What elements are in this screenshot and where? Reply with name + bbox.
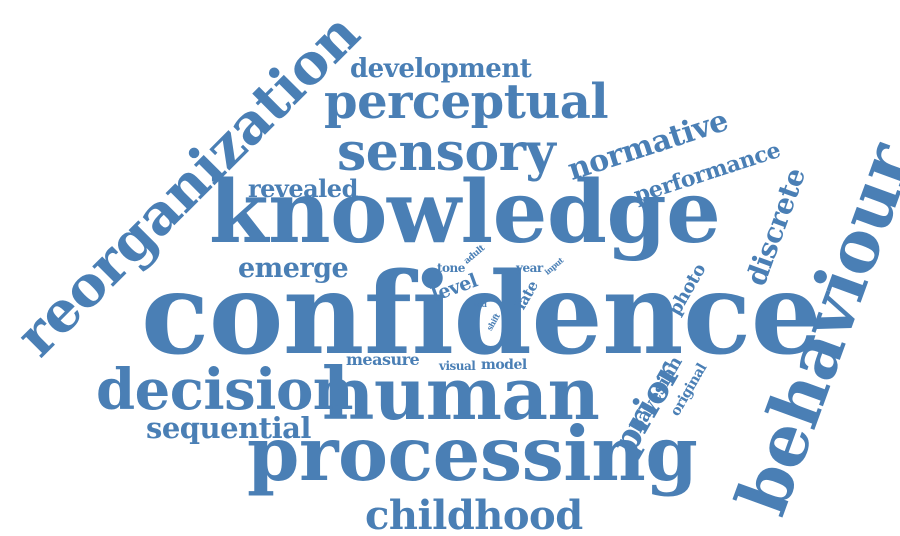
word-confidence: confidence: [141, 249, 822, 380]
word-year: year: [516, 261, 543, 275]
word-decision: decision: [96, 357, 354, 423]
word-old: old: [474, 299, 487, 309]
word-perceptual: perceptual: [324, 74, 609, 130]
word-sequential: sequential: [146, 411, 311, 445]
word-processing: processing: [247, 410, 698, 498]
word-model: model: [481, 357, 527, 373]
word-human: human: [322, 351, 600, 436]
word-emerge: emerge: [238, 253, 349, 284]
word-revealed: revealed: [248, 174, 358, 203]
word-knowledge: knowledge: [209, 162, 721, 263]
word-measure: measure: [346, 350, 420, 369]
word-visual: visual: [439, 359, 476, 373]
word-childhood: childhood: [365, 492, 583, 536]
word-sensory: sensory: [337, 122, 556, 183]
word-tone: tone: [437, 261, 465, 275]
word-development: development: [350, 54, 532, 84]
